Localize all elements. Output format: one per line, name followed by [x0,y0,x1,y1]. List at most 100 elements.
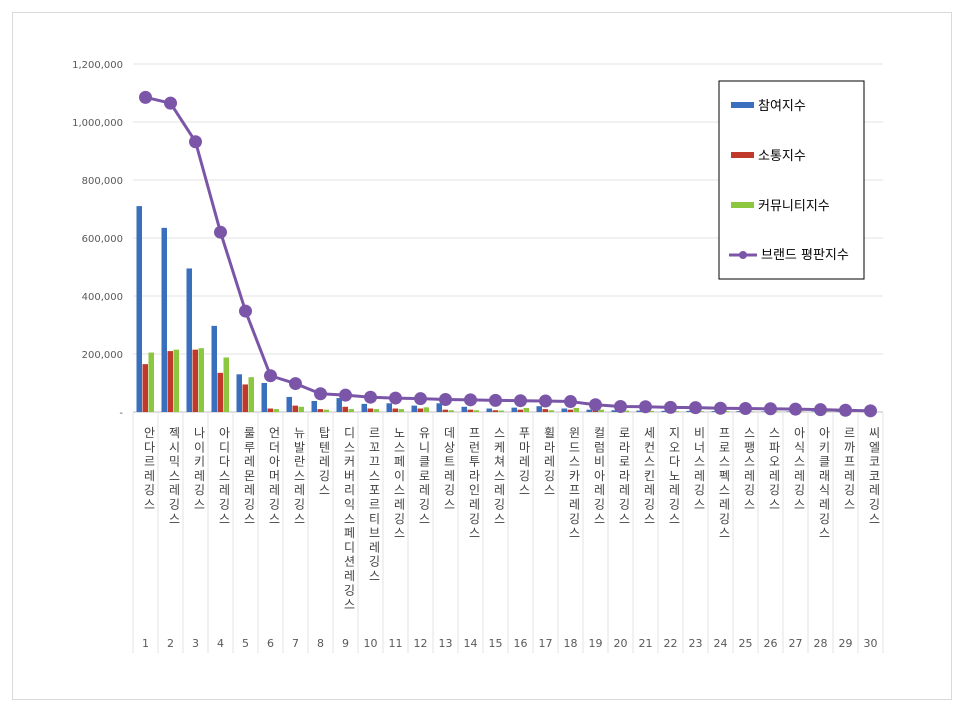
legend: 참여지수 소통지수 커뮤니티지수 브랜드 평판지수 [718,80,865,280]
bar [273,409,279,412]
x-category-number: 8 [317,637,324,650]
bar [623,410,629,412]
chart-svg: - 200,000 400,000 600,000 800,000 1,000,000 1,… [72,60,884,653]
bar [167,351,173,412]
line-point [164,96,177,110]
legend-label-communication: 소통지수 [758,149,806,164]
line-point [589,398,602,412]
bar [192,349,198,412]
bar [223,357,229,412]
line-point [614,399,627,413]
bar [611,410,617,412]
x-category-number: 18 [564,637,578,650]
y-tick-label: 400,000 [82,292,123,303]
bar [511,407,517,412]
bar [636,410,642,412]
line-point [789,402,802,416]
x-category-number: 15 [489,637,503,650]
bar [348,409,354,412]
y-tick-label: - [119,408,123,419]
x-category-number: 30 [864,637,878,650]
bar [398,409,404,412]
bar [242,384,248,412]
line-point [339,388,352,402]
bar [548,410,554,412]
bar [686,410,692,412]
x-category-number: 9 [342,637,349,650]
bar [236,374,242,412]
bar [317,409,323,412]
bar [598,409,604,412]
line-point [289,377,302,391]
bar [473,410,479,412]
bar [761,411,767,412]
legend-swatch-participation [731,102,754,108]
bar [311,400,317,412]
x-category-number: 3 [192,637,199,650]
bar [492,410,498,412]
bar [173,349,179,412]
bar [267,408,273,412]
x-category-number: 4 [217,637,224,650]
x-category-number: 29 [839,637,853,650]
line-point [839,403,852,417]
bar [461,406,467,412]
y-axis-ticks: - 200,000 400,000 600,000 800,000 1,000,000 1,… [72,60,123,419]
x-category-number: 14 [464,637,478,650]
legend-swatch-community [731,202,754,208]
bar [298,406,304,412]
y-tick-label: 600,000 [82,234,123,245]
line-point [639,400,652,414]
line-point [814,403,827,417]
line-point [464,393,477,407]
bar [161,227,167,412]
y-tick-label: 1,200,000 [72,60,123,71]
bar [436,403,442,412]
line-series [139,90,877,418]
bar [498,410,504,412]
bar [567,409,573,412]
bar [386,403,392,412]
bar [486,408,492,412]
line-point [389,391,402,405]
legend-swatch-communication [731,152,754,158]
line-point [714,401,727,415]
bar [336,398,342,412]
bar [261,383,267,412]
bar [186,268,192,412]
legend-label-reputation: 브랜드 평판지수 [761,248,849,263]
bar [698,411,704,412]
bar [811,411,817,412]
bar [423,407,429,412]
x-category-number: 24 [714,637,728,650]
legend-box [718,80,865,280]
x-category-number: 23 [689,637,703,650]
line-point [239,304,252,318]
x-category-number: 7 [292,637,299,650]
legend-label-community: 커뮤니티지수 [758,199,830,214]
legend-label-participation: 참여지수 [758,99,806,114]
bar [292,405,298,412]
x-category-number: 28 [814,637,828,650]
chart-frame: - 200,000 400,000 600,000 800,000 1,000,000 1,… [12,12,952,700]
bar [786,411,792,412]
bar [361,403,367,412]
bar [373,409,379,412]
x-category-number: 25 [739,637,753,650]
bar [136,206,142,412]
bar [286,396,292,412]
bar [711,411,717,412]
line-point [514,394,527,408]
bar [448,410,454,412]
